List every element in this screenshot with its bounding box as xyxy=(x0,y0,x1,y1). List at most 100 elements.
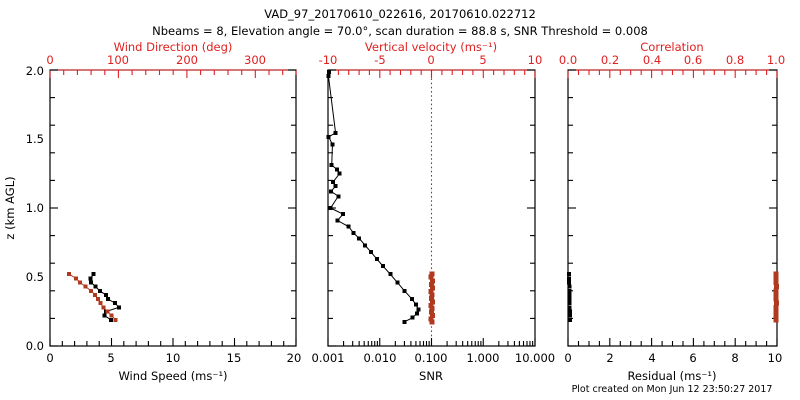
series-line xyxy=(327,71,420,323)
panel-residual-top-ticks xyxy=(567,70,778,78)
data-point-marker xyxy=(773,275,779,281)
data-point-marker xyxy=(429,292,435,298)
z-tick-20: 2.0 xyxy=(26,64,44,78)
data-point-marker xyxy=(333,130,338,135)
data-point-marker xyxy=(93,292,98,297)
data-point-marker xyxy=(430,299,436,305)
data-point-marker xyxy=(429,271,435,277)
data-point-marker xyxy=(567,284,572,289)
panel-wind-top-ticks xyxy=(49,70,297,78)
data-point-marker xyxy=(83,284,88,289)
data-point-marker xyxy=(89,288,93,293)
vv-tick-10: 10 xyxy=(528,53,543,67)
corr-tick-02: 0.2 xyxy=(601,53,619,67)
panel-wind-left-ticks xyxy=(50,69,58,347)
vv-tick-5: 5 xyxy=(479,53,486,67)
data-point-marker xyxy=(773,317,779,323)
data-point-marker xyxy=(97,288,102,293)
panel-residual-series xyxy=(566,271,779,323)
ws-tick-0: 0 xyxy=(46,351,53,365)
data-point-marker xyxy=(113,301,118,306)
data-point-marker xyxy=(773,271,779,277)
data-point-marker xyxy=(773,296,779,302)
snr-tick-10: 10.000 xyxy=(515,351,555,365)
corr-tick-10: 1.0 xyxy=(767,53,785,67)
z-tick-0: 0.0 xyxy=(26,339,44,353)
panel-wind-bottom-ticks xyxy=(49,338,297,346)
z-tick-10: 1.0 xyxy=(26,201,44,215)
data-point-marker xyxy=(351,230,356,235)
data-point-marker xyxy=(567,301,572,306)
data-point-marker xyxy=(67,272,72,277)
panel-residual: Correlation 0.0 0.2 0.4 0.6 0.8 1.0 xyxy=(559,40,785,383)
data-point-marker xyxy=(429,313,435,319)
data-point-marker xyxy=(108,317,113,322)
corr-tick-06: 0.6 xyxy=(684,53,702,67)
data-point-marker xyxy=(98,301,103,306)
wd-tick-100: 100 xyxy=(107,53,129,67)
plot-timestamp-footer: Plot created on Mon Jun 12 23:50:27 2017 xyxy=(572,384,773,395)
panel-wind-top-axis-label: Wind Direction (deg) xyxy=(114,40,233,54)
data-point-marker xyxy=(568,317,573,322)
data-point-marker xyxy=(429,306,435,312)
figure-title: VAD_97_20170610_022616, 20170610.022712 xyxy=(264,7,536,21)
data-point-marker xyxy=(341,212,346,217)
panel-residual-frame xyxy=(567,69,778,347)
data-point-marker xyxy=(374,257,379,262)
data-point-marker xyxy=(73,276,78,281)
panel-wind: Wind Direction (deg) 0 100 200 300 xyxy=(3,40,301,383)
corr-tick-04: 0.4 xyxy=(643,53,661,67)
data-point-marker xyxy=(567,276,572,281)
data-point-marker xyxy=(113,317,118,322)
data-point-marker xyxy=(105,297,110,302)
data-point-marker xyxy=(357,236,362,241)
data-point-marker xyxy=(329,163,334,168)
data-point-marker xyxy=(428,302,434,308)
panel-residual-bottom-axis-label: Residual (ms⁻¹) xyxy=(627,369,716,383)
res-tick-6: 6 xyxy=(689,351,696,365)
ws-tick-10: 10 xyxy=(166,351,181,365)
data-point-marker xyxy=(413,302,418,307)
data-point-marker xyxy=(89,280,94,285)
data-point-marker xyxy=(402,288,407,293)
data-point-marker xyxy=(430,278,436,284)
data-point-marker xyxy=(388,272,393,277)
data-point-marker xyxy=(109,313,114,318)
data-point-marker xyxy=(335,167,340,172)
figure-subtitle: Nbeams = 8, Elevation angle = 70.0°, sca… xyxy=(152,24,648,38)
data-point-marker xyxy=(102,313,107,318)
data-point-marker xyxy=(773,288,779,294)
data-point-marker xyxy=(105,309,110,314)
data-point-marker xyxy=(395,280,400,285)
ws-tick-20: 20 xyxy=(287,351,302,365)
ws-tick-15: 15 xyxy=(227,351,242,365)
data-point-marker xyxy=(773,313,779,319)
data-point-marker xyxy=(328,206,333,210)
res-tick-8: 8 xyxy=(731,351,738,365)
y-axis-label: z (km AGL) xyxy=(3,176,17,239)
panel-snr-right-ticks xyxy=(527,69,535,347)
vv-tick-0: 0 xyxy=(427,53,434,67)
panel-residual-right-ticks xyxy=(769,69,777,347)
data-point-marker xyxy=(773,292,779,298)
data-point-marker xyxy=(369,250,374,255)
panel-residual-bottom-ticks xyxy=(567,338,778,346)
vv-tick-m5: -5 xyxy=(374,53,385,67)
corr-tick-00: 0.0 xyxy=(559,53,577,67)
data-point-marker xyxy=(429,309,434,315)
data-point-marker xyxy=(346,224,351,229)
data-point-marker xyxy=(428,316,434,322)
panel-snr-bottom-axis-label: SNR xyxy=(419,369,443,383)
data-point-marker xyxy=(429,282,434,288)
data-point-marker xyxy=(101,305,106,310)
data-point-marker xyxy=(773,304,779,310)
panel-snr-top-axis-label: Vertical velocity (ms⁻¹) xyxy=(365,40,497,54)
snr-tick-1: 1.000 xyxy=(467,351,500,365)
data-point-marker xyxy=(410,297,414,302)
panel-snr: Vertical velocity (ms⁻¹) -10 -5 0 5 10 xyxy=(312,40,556,383)
data-point-marker xyxy=(93,284,98,289)
data-point-marker xyxy=(410,315,415,320)
snr-tick-001: 0.010 xyxy=(364,351,397,365)
